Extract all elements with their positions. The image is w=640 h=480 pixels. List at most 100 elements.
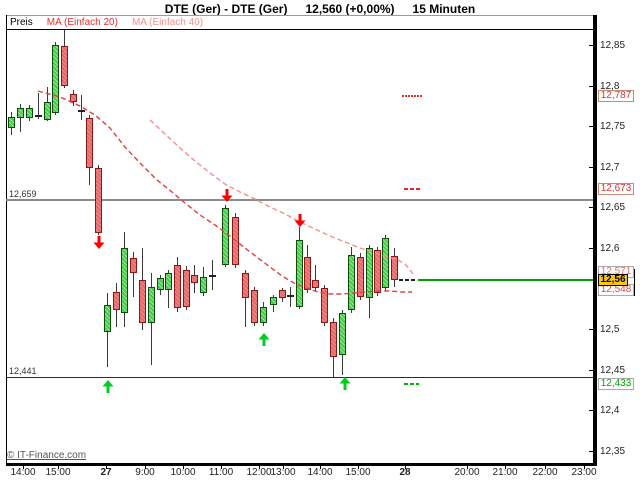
x-axis-tick bbox=[505, 466, 506, 469]
candle bbox=[242, 273, 249, 298]
level-label: 12,659 bbox=[8, 189, 38, 199]
x-axis-tick bbox=[320, 466, 321, 469]
candle bbox=[348, 255, 355, 310]
level-line bbox=[6, 377, 593, 378]
price-marker-dashes bbox=[404, 188, 420, 190]
x-axis-tick bbox=[58, 466, 59, 469]
candle bbox=[183, 270, 190, 307]
x-axis-label: 27 bbox=[100, 467, 112, 478]
y-axis-label: 12,65 bbox=[600, 202, 626, 213]
x-axis-label: 12:00 bbox=[246, 467, 272, 478]
candle-doji bbox=[287, 295, 294, 297]
price-axis-box: 12,673 bbox=[598, 183, 634, 195]
candle bbox=[121, 248, 128, 313]
y-axis-line bbox=[593, 15, 597, 466]
signal-arrow-down bbox=[294, 214, 306, 227]
plot-left-border bbox=[6, 15, 7, 463]
candle bbox=[391, 256, 398, 280]
candle-doji bbox=[209, 275, 216, 277]
title-timeframe: 15 Minuten bbox=[412, 2, 476, 16]
signal-arrow-down bbox=[93, 236, 105, 249]
x-axis-tick bbox=[23, 466, 24, 469]
x-axis-tick bbox=[259, 466, 260, 469]
current-price-line bbox=[418, 279, 593, 281]
y-axis-tick bbox=[589, 45, 593, 46]
x-axis-tick bbox=[283, 466, 284, 469]
candle bbox=[279, 290, 286, 298]
candle bbox=[321, 288, 328, 323]
y-axis-tick bbox=[589, 410, 593, 411]
legend-item-ma40[interactable]: MA (Einfach 40) bbox=[131, 17, 204, 28]
candle bbox=[382, 238, 389, 288]
candle bbox=[26, 108, 33, 118]
candle bbox=[130, 258, 137, 273]
x-axis-tick bbox=[545, 466, 546, 469]
candle bbox=[52, 45, 59, 113]
x-axis-label: 22:00 bbox=[532, 467, 558, 478]
watermark: © IT-Finance.com bbox=[7, 450, 87, 461]
candle-wick bbox=[81, 95, 82, 120]
y-axis-label: 12,5 bbox=[600, 324, 620, 335]
price-box-bracket bbox=[634, 269, 635, 296]
candle bbox=[312, 280, 319, 288]
y-axis-tick bbox=[589, 207, 593, 208]
y-axis-tick bbox=[589, 248, 593, 249]
x-axis-label: 21:00 bbox=[492, 467, 518, 478]
price-axis-box: 12,787 bbox=[598, 90, 634, 102]
candle bbox=[157, 278, 164, 290]
y-axis-tick bbox=[589, 329, 593, 330]
chart-title: DTE (Ger) - DTE (Ger) 12,560 (+0,00%) 15… bbox=[0, 2, 640, 16]
x-axis-label: 15:00 bbox=[345, 467, 371, 478]
y-axis-label: 12,35 bbox=[600, 446, 626, 457]
candle bbox=[113, 292, 120, 310]
title-instrument: DTE (Ger) - DTE (Ger) bbox=[164, 2, 288, 16]
x-axis-line bbox=[6, 463, 597, 466]
x-axis-label: 11:00 bbox=[208, 467, 234, 478]
x-axis-tick bbox=[221, 466, 222, 469]
y-axis-tick bbox=[589, 126, 593, 127]
candle bbox=[270, 297, 277, 305]
candle bbox=[70, 94, 77, 102]
x-axis-tick bbox=[467, 466, 468, 469]
y-axis-tick bbox=[589, 370, 593, 371]
x-axis-label: 13:00 bbox=[270, 467, 296, 478]
x-axis-label: 10:00 bbox=[170, 467, 196, 478]
y-axis-tick bbox=[589, 167, 593, 168]
candle-wick bbox=[290, 287, 291, 307]
candle bbox=[251, 290, 258, 323]
x-axis-label: 14:00 bbox=[10, 467, 36, 478]
price-axis-box: 12,433 bbox=[598, 378, 634, 390]
candle bbox=[104, 305, 111, 332]
price-marker-dashes bbox=[404, 383, 419, 385]
x-axis-tick bbox=[405, 466, 406, 469]
candle bbox=[191, 275, 198, 283]
x-axis-tick bbox=[106, 466, 107, 469]
candle bbox=[296, 240, 303, 307]
candle bbox=[174, 265, 181, 308]
y-axis-label: 12,85 bbox=[600, 40, 626, 51]
legend-item-ma20[interactable]: MA (Einfach 20) bbox=[46, 17, 118, 28]
title-quote: 12,560 (+0,00%) bbox=[305, 2, 395, 16]
y-axis-tick bbox=[589, 451, 593, 452]
x-axis-tick bbox=[183, 466, 184, 469]
x-axis-tick bbox=[145, 466, 146, 469]
y-axis-label: 12,8 bbox=[600, 81, 620, 92]
candle bbox=[165, 273, 172, 290]
legend-bar: Preis MA (Einfach 20) MA (Einfach 40) bbox=[6, 15, 597, 30]
candle-doji bbox=[78, 110, 85, 112]
candle bbox=[374, 250, 381, 293]
level-label: 12,441 bbox=[8, 366, 38, 376]
y-axis-tick bbox=[589, 86, 593, 87]
legend-item-price[interactable]: Preis bbox=[10, 17, 33, 28]
y-axis-label: 12,7 bbox=[600, 162, 620, 173]
candle bbox=[86, 118, 93, 168]
candle bbox=[304, 257, 311, 290]
signal-arrow-up bbox=[102, 380, 114, 393]
candle bbox=[61, 46, 68, 86]
candle bbox=[330, 322, 337, 357]
x-axis-tick bbox=[358, 466, 359, 469]
x-axis-tick bbox=[584, 466, 585, 469]
x-axis-label: 20:00 bbox=[454, 467, 480, 478]
